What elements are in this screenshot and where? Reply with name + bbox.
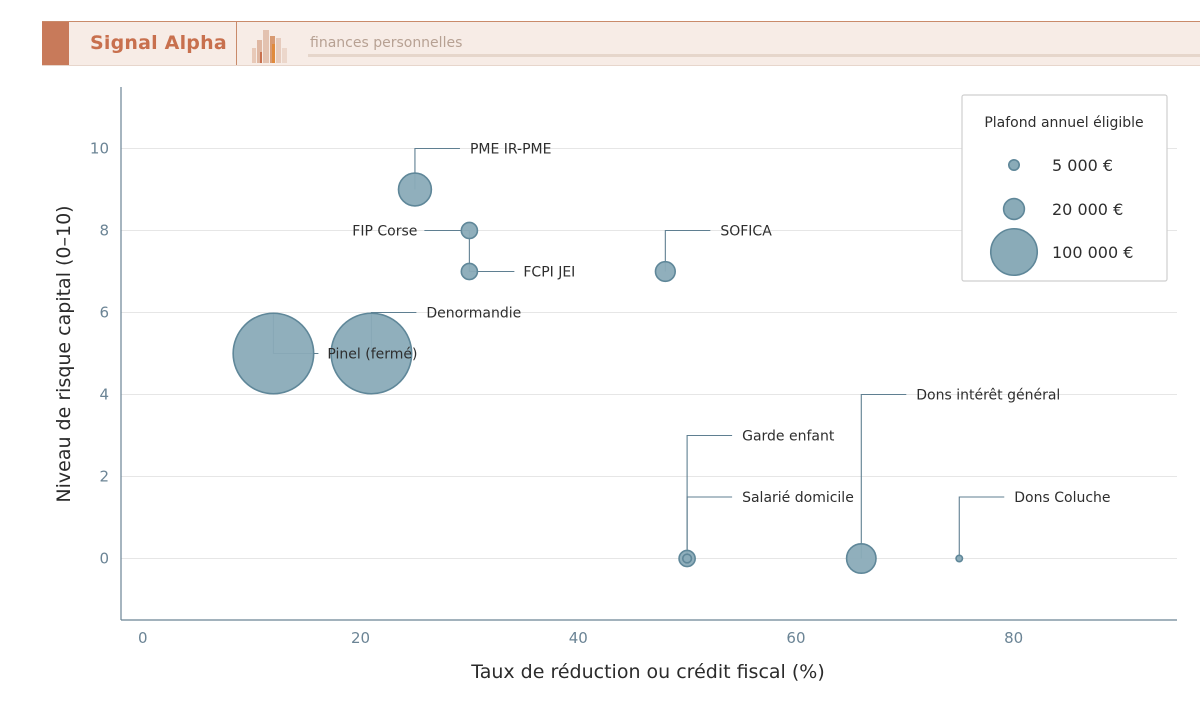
- point-label: PME IR-PME: [470, 142, 552, 158]
- legend-marker: [989, 227, 1039, 277]
- leader-line: [686, 496, 733, 559]
- data-point: [330, 312, 413, 395]
- tick-labels: 0 2 4 6 8 10 0 20 40 60 80: [90, 140, 1023, 648]
- y-tick-label: 2: [99, 468, 109, 486]
- brand-header: Signal Alpha finances personnelles: [42, 21, 1200, 66]
- point-labels: PME IR-PME FIP Corse FCPI JEI SOFICA Denorma…: [327, 142, 1110, 507]
- size-legend: Plafond annuel éligible 5 000 € 20 000 € 10…: [961, 94, 1168, 282]
- brand-rule: [308, 54, 1200, 57]
- data-point: [397, 172, 433, 207]
- city-skyline-icon: [252, 30, 287, 63]
- point-label: SOFICA: [720, 224, 772, 240]
- brand-name: Signal Alpha: [90, 32, 227, 54]
- point-label: Salarié domicile: [742, 490, 854, 506]
- point-label: FIP Corse: [352, 224, 417, 240]
- axes: [120, 87, 1177, 621]
- y-tick-label: 8: [99, 222, 109, 240]
- data-point: [460, 221, 479, 240]
- data-point: [845, 542, 877, 574]
- point-label: Garde enfant: [742, 429, 835, 445]
- brand-separator: [236, 22, 237, 65]
- x-tick-label: 60: [786, 629, 805, 647]
- point-label: Dons intérêt général: [916, 388, 1060, 404]
- legend-label: 100 000 €: [1052, 243, 1133, 262]
- y-tick-label: 10: [90, 140, 109, 158]
- leader-line: [664, 229, 711, 272]
- x-axis-title: Taux de réduction ou crédit fiscal (%): [470, 661, 825, 683]
- legend-marker: [1008, 159, 1020, 171]
- x-tick-label: 80: [1004, 629, 1023, 647]
- legend-label: 5 000 €: [1052, 156, 1113, 175]
- data-points: [232, 172, 964, 574]
- y-tick-label: 6: [99, 304, 109, 322]
- x-tick-label: 40: [569, 629, 588, 647]
- brand-swatch: [42, 22, 69, 65]
- x-tick-label: 20: [351, 629, 370, 647]
- legend-title: Plafond annuel éligible: [984, 115, 1143, 131]
- legend-label: 20 000 €: [1052, 200, 1123, 219]
- y-axis-title: Niveau de risque capital (0–10): [53, 205, 75, 502]
- point-label: Pinel (fermé): [327, 347, 417, 363]
- data-point: [654, 260, 676, 283]
- point-label: Dons Coluche: [1014, 490, 1110, 506]
- leader-line: [860, 393, 907, 559]
- leader-line: [958, 496, 1005, 559]
- legend-marker: [1002, 197, 1026, 221]
- data-point: [232, 312, 315, 395]
- point-label: FCPI JEI: [523, 265, 575, 281]
- leader-line: [468, 230, 515, 273]
- y-tick-label: 0: [99, 550, 109, 568]
- x-tick-label: 0: [138, 629, 148, 647]
- point-label: Denormandie: [426, 306, 521, 322]
- y-tick-label: 4: [99, 386, 109, 404]
- data-point: [460, 262, 479, 281]
- data-point: [681, 553, 693, 564]
- data-point: [955, 554, 964, 563]
- brand-tagline: finances personnelles: [310, 35, 463, 51]
